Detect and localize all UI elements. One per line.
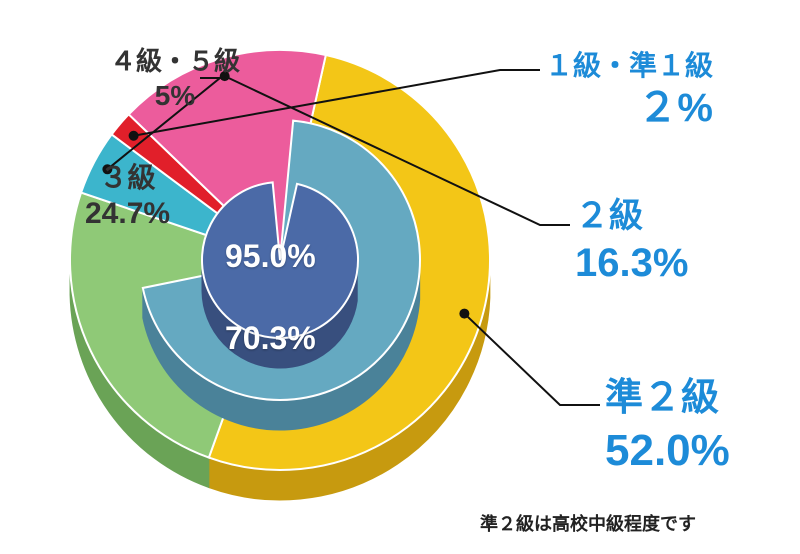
label-grade-1: １級・準１級 ２% — [545, 48, 713, 133]
chart-stage: １級・準１級 ２% ２級 16.3% 準２級 52.0% ４級・５級 5% ３級… — [0, 0, 800, 554]
label-pre-2: 準２級 52.0% — [605, 375, 730, 478]
label-grade-4-5: ４級・５級 5% — [110, 45, 240, 113]
label-pre-2-name: 準２級 — [605, 375, 730, 423]
label-pre-2-pct: 52.0% — [605, 423, 730, 478]
footnote: 準２級は高校中級程度です — [480, 510, 696, 536]
label-grade-2-name: ２級 — [575, 195, 688, 238]
label-grade-2: ２級 16.3% — [575, 195, 688, 288]
label-grade-3: ３級 24.7% — [85, 160, 170, 233]
label-grade-2-pct: 16.3% — [575, 238, 688, 288]
label-grade-4-5-name: ４級・５級 — [110, 45, 240, 78]
label-grade-4-5-pct: 5% — [110, 78, 240, 113]
label-grade-1-pct: ２% — [545, 83, 713, 133]
label-grade-3-pct: 24.7% — [85, 195, 170, 233]
inner-pct-70: 70.3% — [225, 320, 316, 357]
label-grade-1-name: １級・準１級 — [545, 48, 713, 83]
label-grade-3-name: ３級 — [85, 160, 170, 195]
inner-pct-95: 95.0% — [225, 238, 316, 275]
